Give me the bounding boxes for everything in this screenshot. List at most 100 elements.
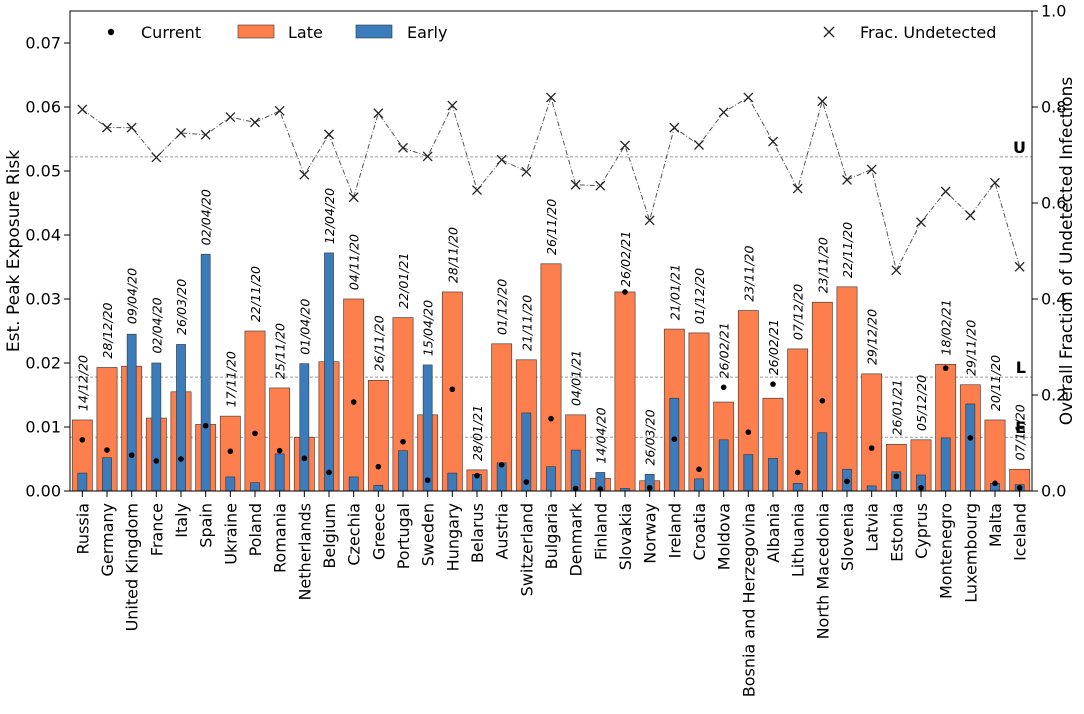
early-bar (250, 482, 260, 492)
x-tick-label: Finland (591, 503, 610, 560)
current-point (918, 485, 924, 491)
x-tick-label: Romania (271, 503, 290, 573)
x-tick-label: Malta (986, 503, 1005, 547)
x-tick-label: Lithuania (789, 503, 808, 577)
undetected-line (82, 95, 1021, 272)
x-tick-label: North Macedonia (813, 503, 832, 639)
early-bar (176, 344, 186, 492)
undetected-point (644, 215, 655, 226)
date-label: 28/12/20 (100, 302, 115, 358)
x-tick-label: Cyprus (912, 503, 931, 559)
early-bar (422, 364, 433, 492)
early-bar (965, 403, 976, 492)
date-label: 15/04/20 (421, 300, 436, 356)
x-tick-label: Poland (246, 503, 265, 556)
late-bar (836, 286, 858, 492)
early-bar (570, 449, 581, 492)
date-label: 26/01/21 (889, 379, 904, 435)
date-label: 22/11/20 (840, 222, 855, 278)
y-right-tick-label: 0.2 (1041, 386, 1066, 405)
undetected-series (77, 92, 1025, 276)
date-label: 29/11/20 (963, 320, 978, 376)
x-tick-label: Sweden (419, 503, 438, 566)
early-bar (817, 432, 828, 492)
x-tick-label: Montenegro (937, 503, 956, 599)
current-point (942, 365, 949, 371)
legend-current-label: Current (141, 23, 201, 42)
x-tick-label: Bosnia and Herzegovina (739, 503, 758, 697)
current-point (523, 479, 530, 485)
undetected-point (348, 192, 359, 203)
early-bar (718, 439, 729, 492)
late-bar (244, 330, 266, 492)
undetected-point (916, 217, 926, 228)
legend-undetected-marker (823, 26, 835, 38)
undetected-point (620, 140, 630, 151)
undetected-point (200, 129, 211, 140)
late-bar (861, 373, 883, 492)
undetected-point (77, 104, 88, 115)
current-point (153, 458, 160, 464)
early-bar (669, 397, 680, 492)
x-tick-label: Croatia (690, 503, 709, 561)
y-left-tick-label: 0.03 (25, 290, 61, 309)
x-tick-label: Italy (172, 503, 191, 538)
current-point (276, 447, 283, 454)
undetected-point (274, 105, 285, 116)
x-tick-label: Netherlands (295, 503, 314, 601)
late-bar (367, 379, 389, 492)
x-tick-label: Austria (493, 503, 512, 560)
x-tick-label: Latvia (863, 503, 882, 552)
x-tick-label: Luxembourg (961, 503, 980, 603)
undetected-point (126, 122, 137, 133)
y-left-tick-label: 0.06 (25, 98, 61, 117)
x-tick-label: Greece (369, 503, 388, 560)
date-label: 07/12/20 (791, 284, 806, 340)
hline-label-e: E (1015, 418, 1026, 437)
date-label: 28/11/20 (445, 227, 460, 283)
x-tick-label: Norway (641, 503, 660, 564)
date-label: 22/11/20 (248, 266, 263, 322)
date-label: 23/11/20 (741, 245, 756, 301)
x-tick-label: Moldova (715, 503, 734, 570)
early-bar (768, 458, 778, 492)
current-point (400, 438, 406, 445)
date-label: 26/03/20 (643, 409, 658, 465)
date-labels: 14/12/20 28/12/20 09/04/20 02/04/20 26/03/20… (75, 188, 1027, 466)
current-point (844, 478, 850, 485)
y-right-tick-label: 1.0 (1041, 2, 1066, 21)
date-label: 07/11/20 (1013, 404, 1028, 460)
undetected-point (299, 169, 310, 180)
y-left-tick-label: 0.02 (25, 354, 61, 373)
early-bar (126, 333, 137, 492)
date-label: 26/02/21 (717, 322, 732, 378)
legend-early-label: Early (407, 23, 447, 42)
date-label: 26/02/21 (618, 231, 633, 287)
date-label: 21/11/20 (519, 295, 534, 351)
early-bar (373, 484, 384, 492)
axes: 0.00 0.01 0.02 0.03 0.04 0.05 0.06 0.07 0.0 0.2 0.… (25, 2, 1066, 698)
undetected-point (792, 183, 803, 194)
date-label: 14/04/20 (593, 407, 608, 463)
current-point (128, 452, 135, 458)
early-bar (866, 485, 877, 492)
undetected-point (472, 185, 482, 195)
early-bar (274, 453, 285, 492)
early-bar (743, 454, 754, 492)
undetected-point (694, 139, 704, 150)
y-left-tick-label: 0.07 (25, 34, 61, 53)
early-bar (546, 466, 556, 492)
date-label: 26/02/21 (766, 319, 781, 375)
current-point (252, 430, 258, 437)
x-tick-label: Bulgaria (542, 503, 561, 569)
legend-current-marker (107, 28, 115, 36)
x-tick-label: Portugal (394, 503, 413, 569)
legend-undetected-label: Frac. Undetected (860, 23, 996, 42)
date-label: 01/04/20 (297, 299, 312, 355)
date-label: 26/03/20 (174, 279, 189, 335)
date-label: 17/11/20 (223, 351, 238, 407)
date-label: 01/12/20 (692, 268, 707, 324)
current-point (819, 397, 826, 404)
current-point (350, 399, 357, 405)
y-left-tick-label: 0.01 (25, 418, 61, 437)
